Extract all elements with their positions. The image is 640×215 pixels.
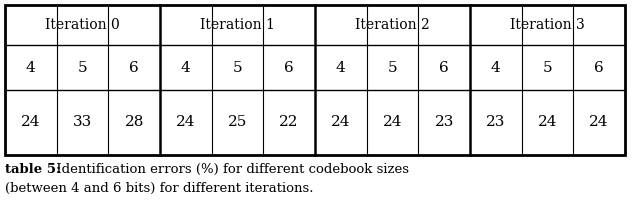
Text: 6: 6	[284, 60, 294, 75]
Text: 5: 5	[77, 60, 87, 75]
Text: 22: 22	[280, 115, 299, 129]
Text: Iteration 1: Iteration 1	[200, 18, 275, 32]
Text: Identification errors (%) for different codebook sizes: Identification errors (%) for different …	[52, 163, 409, 176]
Text: 4: 4	[491, 60, 500, 75]
Text: 25: 25	[228, 115, 247, 129]
Text: 5: 5	[543, 60, 552, 75]
Text: 6: 6	[129, 60, 139, 75]
Text: 5: 5	[388, 60, 397, 75]
Text: 6: 6	[439, 60, 449, 75]
Text: Iteration 2: Iteration 2	[355, 18, 430, 32]
Text: 24: 24	[589, 115, 609, 129]
Text: Iteration 3: Iteration 3	[510, 18, 585, 32]
Text: 24: 24	[331, 115, 351, 129]
Text: 24: 24	[176, 115, 196, 129]
Text: Iteration 0: Iteration 0	[45, 18, 120, 32]
Text: 28: 28	[124, 115, 144, 129]
Text: 4: 4	[26, 60, 36, 75]
Text: 24: 24	[383, 115, 403, 129]
Text: 6: 6	[595, 60, 604, 75]
Text: table 5:: table 5:	[5, 163, 61, 176]
Bar	[5, 5, 625, 155]
Text: (between 4 and 6 bits) for different iterations.: (between 4 and 6 bits) for different ite…	[5, 182, 314, 195]
Text: 5: 5	[233, 60, 243, 75]
Text: 24: 24	[538, 115, 557, 129]
Text: 24: 24	[21, 115, 40, 129]
Text: 4: 4	[181, 60, 191, 75]
Text: 23: 23	[486, 115, 506, 129]
Text: 4: 4	[336, 60, 346, 75]
Text: 33: 33	[73, 115, 92, 129]
Text: 23: 23	[435, 115, 454, 129]
